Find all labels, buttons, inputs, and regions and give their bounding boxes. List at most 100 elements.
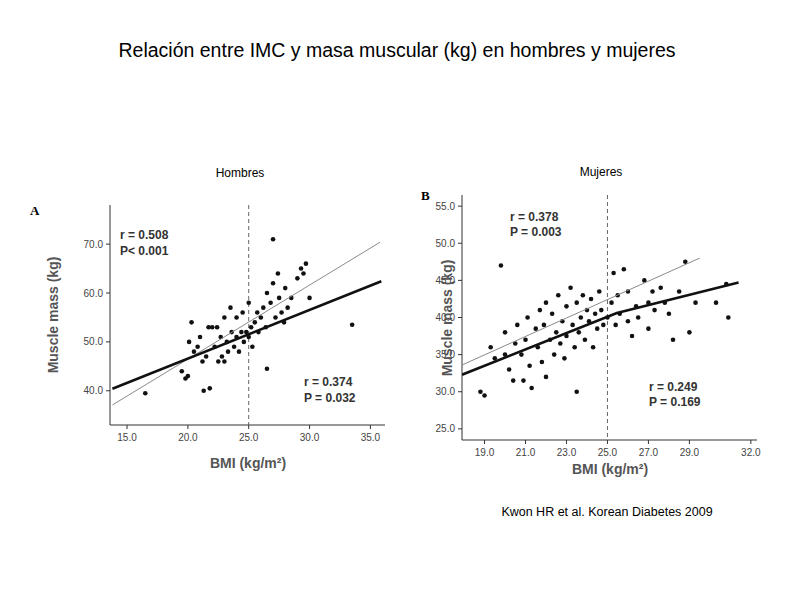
- y-tick: [106, 244, 110, 245]
- x-tick: [248, 425, 249, 429]
- scatter-point: [677, 289, 682, 294]
- scatter-point: [195, 344, 200, 349]
- annotation: r = 0.249: [649, 380, 698, 394]
- panel-letter: A: [30, 203, 40, 218]
- chart-panel: MujeresB19.021.023.025.027.029.032.025.0…: [421, 165, 761, 477]
- reference-line: [248, 205, 249, 425]
- y-tick: [458, 206, 462, 207]
- y-tick: [458, 391, 462, 392]
- y-tick-label: 50.0: [84, 336, 104, 347]
- y-axis-label: Muscle mass (kg): [45, 257, 61, 374]
- scatter-point: [652, 308, 657, 313]
- scatter-point: [271, 281, 276, 286]
- scatter-point: [307, 296, 312, 301]
- y-tick-label: 30.0: [436, 386, 456, 397]
- scatter-point: [246, 300, 251, 305]
- y-tick: [458, 317, 462, 318]
- scatter-point: [187, 340, 192, 345]
- plot-area: [112, 205, 381, 425]
- x-tick: [187, 425, 188, 429]
- x-axis-line: [462, 440, 757, 441]
- scatter-point: [572, 345, 577, 350]
- scatter-point: [525, 315, 530, 320]
- scatter-point: [687, 330, 692, 335]
- scatter-point: [574, 389, 579, 394]
- x-tick: [566, 440, 567, 444]
- x-tick: [525, 440, 526, 444]
- scatter-point: [240, 310, 245, 315]
- scatter-point: [265, 291, 270, 296]
- scatter-point: [570, 323, 575, 328]
- x-tick-label: 25.0: [598, 447, 618, 458]
- scatter-point: [216, 359, 221, 364]
- x-tick-label: 20.0: [178, 432, 198, 443]
- x-tick-label: 30.0: [300, 432, 320, 443]
- scatter-point: [228, 305, 233, 310]
- scatter-point: [556, 293, 561, 298]
- scatter-point: [533, 326, 538, 331]
- scatter-point: [299, 266, 304, 271]
- x-tick: [484, 440, 485, 444]
- scatter-point: [515, 323, 520, 328]
- scatter-point: [253, 320, 258, 325]
- scatter-point: [295, 276, 300, 281]
- regression-line: [462, 283, 739, 375]
- scatter-point: [250, 344, 255, 349]
- scatter-point: [511, 378, 516, 383]
- x-tick: [607, 440, 608, 444]
- annotation: P = 0.169: [649, 395, 701, 409]
- scatter-point: [143, 391, 148, 396]
- y-tick-label: 70.0: [84, 239, 104, 250]
- scatter-point: [636, 315, 641, 320]
- scatter-point: [667, 311, 672, 316]
- annotation: r = 0.508: [120, 228, 169, 242]
- scatter-point: [693, 300, 698, 305]
- x-tick: [689, 440, 690, 444]
- scatter-point: [503, 330, 508, 335]
- scatter-point: [301, 271, 306, 276]
- x-axis-label: BMI (kg/m²): [572, 461, 648, 477]
- x-axis-line: [110, 425, 385, 426]
- y-tick: [458, 280, 462, 281]
- x-tick-label: 19.0: [475, 447, 495, 458]
- scatter-point: [601, 323, 606, 328]
- scatter-point: [249, 325, 254, 330]
- scatter-point: [591, 345, 596, 350]
- scatter-point: [186, 374, 191, 379]
- scatter-point: [609, 300, 614, 305]
- regression-line: [112, 242, 380, 405]
- x-tick-label: 32.0: [741, 447, 761, 458]
- scatter-point: [558, 341, 563, 346]
- x-tick: [648, 440, 649, 444]
- scatter-point: [279, 310, 284, 315]
- x-tick-label: 15.0: [117, 432, 137, 443]
- scatter-point: [232, 344, 237, 349]
- scatter-point: [650, 289, 655, 294]
- scatter-point: [564, 304, 569, 309]
- panel-title: Hombres: [216, 166, 265, 180]
- scatter-point: [265, 366, 270, 371]
- annotation: P = 0.003: [510, 225, 562, 239]
- scatter-point: [507, 367, 512, 372]
- scatter-point: [220, 354, 225, 359]
- scatter-point: [201, 388, 206, 393]
- scatter-point: [271, 237, 276, 242]
- scatter-point: [626, 319, 631, 324]
- page: Relación entre IMC y masa muscular (kg) …: [0, 0, 794, 595]
- x-axis-label: BMI (kg/m²): [210, 455, 286, 471]
- scatter-point: [581, 293, 586, 298]
- scatter-point: [482, 393, 487, 398]
- scatter-point: [714, 300, 719, 305]
- scatter-point: [589, 297, 594, 302]
- stage: Relación entre IMC y masa muscular (kg) …: [0, 0, 794, 595]
- y-tick-label: 55.0: [436, 201, 456, 212]
- annotation: r = 0.378: [510, 210, 559, 224]
- y-tick: [106, 341, 110, 342]
- scatter-point: [234, 315, 239, 320]
- scatter-point: [611, 271, 616, 276]
- scatter-point: [215, 325, 220, 330]
- scatter-point: [576, 330, 581, 335]
- scatter-point: [599, 308, 604, 313]
- scatter-point: [261, 305, 266, 310]
- x-tick: [750, 440, 751, 444]
